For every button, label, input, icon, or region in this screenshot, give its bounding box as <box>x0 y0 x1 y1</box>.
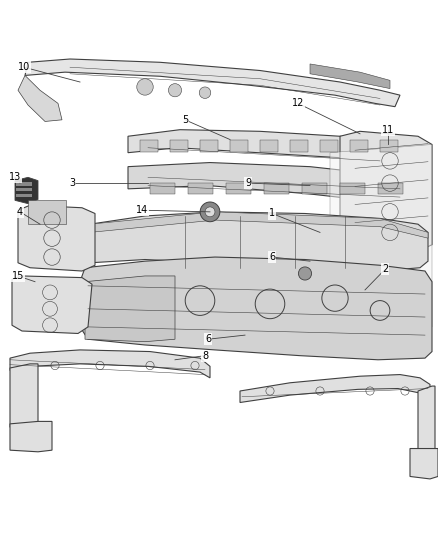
Polygon shape <box>80 257 432 360</box>
Text: 5: 5 <box>182 115 188 125</box>
Text: 15: 15 <box>12 271 24 281</box>
Text: 9: 9 <box>245 178 251 188</box>
Polygon shape <box>240 375 430 402</box>
Polygon shape <box>418 386 435 454</box>
Bar <box>264 183 289 194</box>
Text: 6: 6 <box>205 334 211 344</box>
Bar <box>378 183 403 194</box>
Text: 11: 11 <box>382 125 394 135</box>
Circle shape <box>137 79 153 95</box>
Text: 8: 8 <box>202 351 208 361</box>
Bar <box>140 140 158 152</box>
Bar <box>170 140 188 152</box>
Circle shape <box>199 87 211 99</box>
Text: 13: 13 <box>9 172 21 182</box>
Bar <box>230 140 248 152</box>
Text: 1: 1 <box>269 208 275 219</box>
Bar <box>380 140 398 152</box>
Bar <box>260 140 278 152</box>
Bar <box>16 194 32 197</box>
Bar <box>340 183 365 194</box>
Bar <box>188 183 213 194</box>
Polygon shape <box>12 276 92 334</box>
Polygon shape <box>410 449 438 479</box>
Polygon shape <box>85 276 175 342</box>
Bar <box>150 183 175 194</box>
Bar <box>320 140 338 152</box>
Bar <box>200 140 218 152</box>
Bar <box>302 183 327 194</box>
Polygon shape <box>128 163 418 208</box>
Bar <box>290 140 308 152</box>
Polygon shape <box>10 422 52 452</box>
Text: 10: 10 <box>18 62 30 72</box>
Polygon shape <box>340 131 432 251</box>
Polygon shape <box>310 64 390 88</box>
Text: 12: 12 <box>292 99 304 108</box>
Bar <box>16 188 32 191</box>
Bar <box>16 182 32 185</box>
Circle shape <box>169 84 182 97</box>
Polygon shape <box>10 364 38 430</box>
Polygon shape <box>18 205 95 271</box>
Polygon shape <box>25 59 400 107</box>
Polygon shape <box>90 212 428 271</box>
Polygon shape <box>330 144 432 334</box>
Text: 2: 2 <box>382 264 388 274</box>
Circle shape <box>200 202 220 222</box>
Polygon shape <box>15 177 38 204</box>
Text: 14: 14 <box>136 205 148 215</box>
Polygon shape <box>128 130 418 169</box>
Text: 3: 3 <box>69 178 75 188</box>
Polygon shape <box>18 76 62 122</box>
Circle shape <box>205 207 215 217</box>
Polygon shape <box>90 212 428 238</box>
Bar <box>226 183 251 194</box>
Circle shape <box>298 267 311 280</box>
Polygon shape <box>10 350 210 378</box>
Bar <box>350 140 368 152</box>
Text: 6: 6 <box>269 252 275 262</box>
Bar <box>28 199 66 224</box>
Text: 4: 4 <box>17 207 23 217</box>
